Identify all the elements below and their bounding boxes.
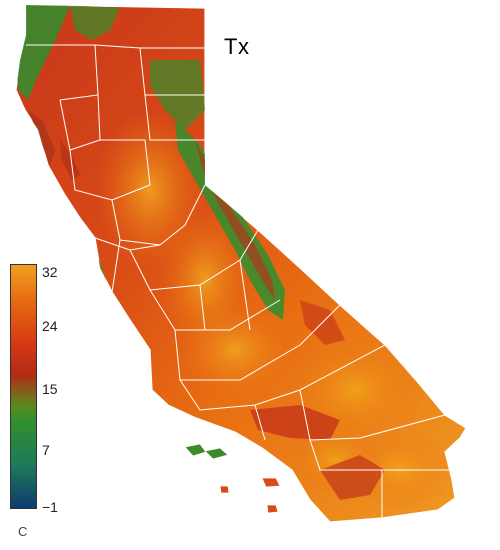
temperature-field — [16, 5, 455, 510]
legend-tick-24: 24 — [42, 318, 58, 334]
map-title: Tx — [224, 34, 250, 59]
county-boundaries — [26, 44, 455, 518]
legend-tick-7: 7 — [42, 442, 50, 458]
channel-islands — [184, 443, 281, 514]
north-coast-cool-zone — [16, 5, 70, 100]
legend-tick-32: 32 — [42, 264, 58, 280]
legend-tick-minus-1: −1 — [42, 499, 58, 515]
temperature-colorbar — [10, 264, 37, 509]
legend-tick-15: 15 — [42, 381, 58, 397]
legend-unit-label: C — [18, 524, 28, 539]
